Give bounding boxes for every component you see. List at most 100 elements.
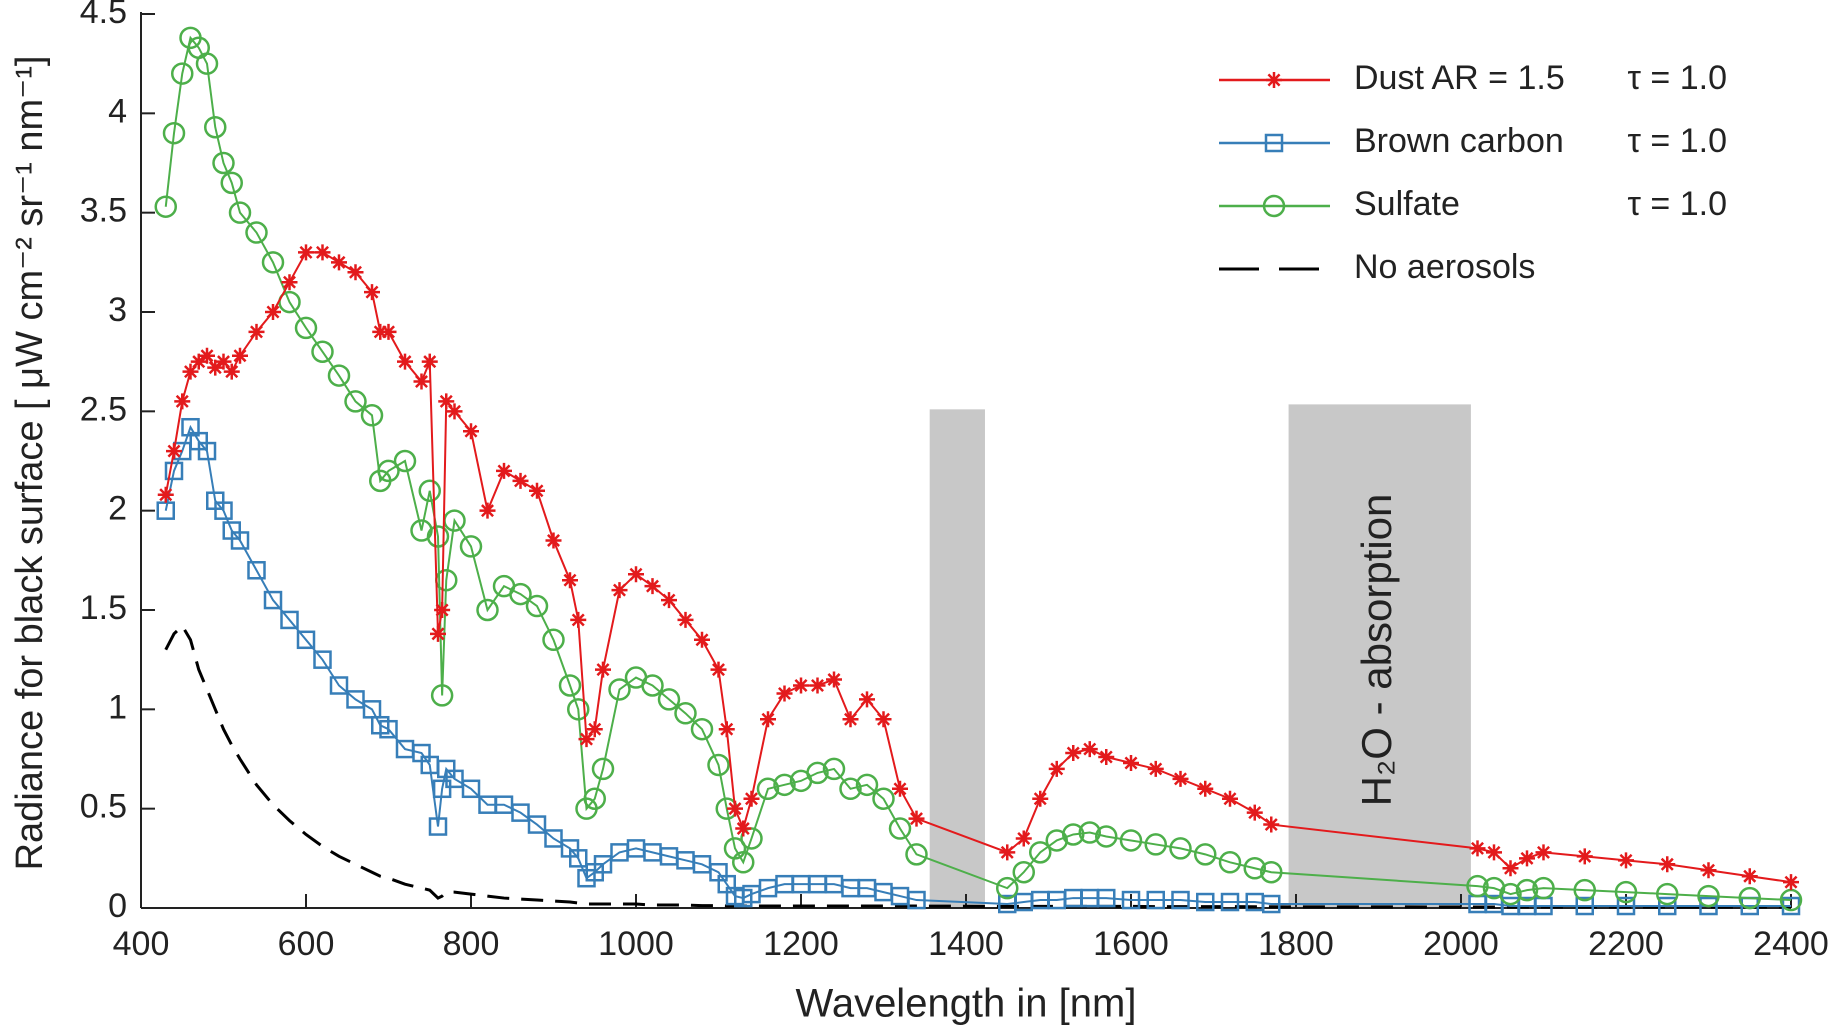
marker-shape bbox=[1618, 852, 1634, 869]
data-point bbox=[1466, 874, 1489, 898]
data-point bbox=[809, 677, 826, 694]
data-point bbox=[842, 711, 859, 728]
y-tick-label: 0 bbox=[108, 887, 127, 925]
marker-shape bbox=[718, 721, 735, 738]
data-point bbox=[204, 115, 227, 139]
data-point bbox=[1169, 837, 1192, 860]
marker-shape bbox=[393, 449, 417, 473]
data-point bbox=[228, 201, 252, 224]
data-point bbox=[529, 482, 545, 499]
marker-shape bbox=[430, 625, 446, 642]
data-point bbox=[1015, 830, 1032, 847]
marker-shape bbox=[1121, 890, 1141, 910]
y-tick-label: 2 bbox=[108, 490, 127, 528]
marker-shape bbox=[842, 711, 859, 728]
data-point bbox=[644, 578, 661, 595]
marker-shape bbox=[570, 611, 587, 628]
data-point bbox=[1048, 760, 1065, 777]
marker-shape bbox=[438, 393, 455, 410]
data-point bbox=[171, 62, 194, 85]
data-point bbox=[743, 790, 760, 807]
marker-shape bbox=[1196, 892, 1215, 912]
data-point bbox=[1119, 829, 1143, 852]
data-point bbox=[215, 353, 232, 370]
marker-shape bbox=[593, 855, 613, 874]
data-point bbox=[346, 690, 365, 709]
data-point bbox=[661, 592, 677, 609]
marker-shape bbox=[657, 688, 681, 711]
marker-shape bbox=[314, 244, 331, 261]
x-tick-label: 600 bbox=[278, 925, 335, 963]
data-point bbox=[512, 472, 529, 489]
data-point bbox=[247, 561, 266, 580]
marker-shape bbox=[1266, 72, 1282, 88]
data-point bbox=[372, 323, 389, 340]
marker-shape bbox=[908, 810, 925, 827]
data-point bbox=[542, 628, 565, 652]
data-point bbox=[1078, 821, 1101, 844]
data-point bbox=[212, 151, 235, 175]
y-tick-label: 3.5 bbox=[80, 192, 127, 230]
data-point bbox=[1659, 856, 1676, 873]
marker-shape bbox=[996, 876, 1019, 900]
marker-shape bbox=[265, 304, 281, 320]
data-point bbox=[595, 661, 611, 678]
data-point bbox=[360, 404, 384, 427]
marker-shape bbox=[1614, 880, 1638, 904]
marker-shape bbox=[773, 773, 796, 797]
data-point bbox=[674, 702, 697, 725]
marker-shape bbox=[182, 363, 199, 380]
marker-shape bbox=[1220, 892, 1240, 912]
data-point bbox=[1783, 874, 1799, 891]
marker-shape bbox=[875, 711, 892, 728]
data-point bbox=[1697, 884, 1720, 908]
data-point bbox=[677, 611, 694, 628]
data-point bbox=[432, 779, 452, 799]
marker-shape bbox=[479, 502, 496, 519]
data-point bbox=[162, 121, 186, 145]
marker-shape bbox=[1048, 760, 1065, 777]
data-point bbox=[347, 264, 364, 281]
marker-shape bbox=[430, 684, 454, 707]
marker-shape bbox=[776, 685, 793, 702]
marker-shape bbox=[732, 851, 755, 874]
data-point bbox=[1700, 862, 1717, 879]
marker-shape bbox=[1169, 837, 1192, 860]
marker-shape bbox=[426, 525, 450, 548]
marker-shape bbox=[360, 404, 384, 427]
marker-shape bbox=[529, 482, 545, 499]
marker-shape bbox=[327, 364, 351, 387]
x-axis-label: Wavelength in [nm] bbox=[796, 982, 1137, 1026]
data-point bbox=[476, 598, 499, 622]
marker-shape bbox=[1263, 816, 1280, 833]
x-tick-label: 1200 bbox=[763, 925, 839, 963]
data-point bbox=[397, 353, 413, 370]
marker-shape bbox=[1262, 894, 1281, 914]
data-point bbox=[313, 650, 332, 669]
data-point bbox=[793, 677, 809, 694]
data-point bbox=[1144, 833, 1167, 856]
marker-shape bbox=[1012, 860, 1035, 884]
data-point bbox=[558, 674, 582, 697]
marker-shape bbox=[413, 373, 430, 390]
data-point bbox=[1575, 896, 1594, 916]
data-point bbox=[735, 820, 752, 837]
legend-note: τ = 1.0 bbox=[1628, 59, 1727, 97]
data-point bbox=[888, 817, 912, 840]
data-point bbox=[166, 443, 182, 460]
marker-shape bbox=[347, 264, 364, 281]
marker-shape bbox=[1532, 876, 1555, 900]
data-point bbox=[311, 340, 334, 363]
marker-shape bbox=[562, 572, 578, 589]
marker-shape bbox=[760, 711, 776, 728]
data-point bbox=[364, 284, 380, 301]
x-tick-label: 800 bbox=[443, 925, 500, 963]
data-point bbox=[1614, 880, 1638, 904]
data-point bbox=[461, 779, 481, 799]
data-point bbox=[872, 787, 895, 810]
marker-shape bbox=[1222, 790, 1238, 807]
marker-shape bbox=[1146, 890, 1165, 910]
data-point bbox=[826, 671, 842, 688]
data-point bbox=[379, 719, 398, 739]
marker-shape bbox=[496, 462, 512, 479]
